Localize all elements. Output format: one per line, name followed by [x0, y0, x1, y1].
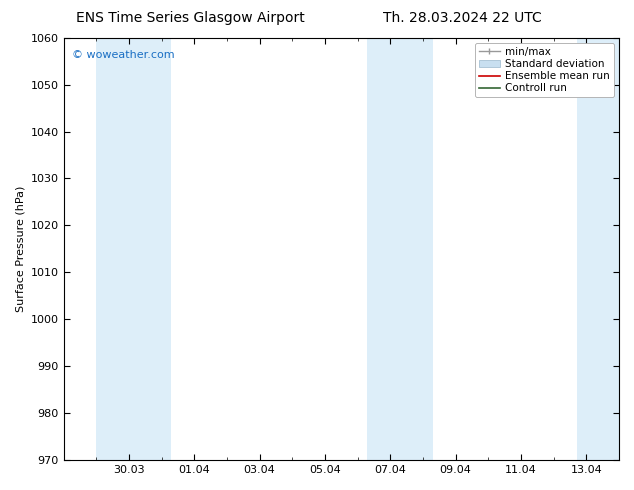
Legend: min/max, Standard deviation, Ensemble mean run, Controll run: min/max, Standard deviation, Ensemble me…	[475, 43, 614, 98]
Bar	[576, 38, 619, 460]
Bar	[368, 38, 433, 460]
Text: ENS Time Series Glasgow Airport: ENS Time Series Glasgow Airport	[76, 11, 304, 25]
Y-axis label: Surface Pressure (hPa): Surface Pressure (hPa)	[15, 186, 25, 312]
Text: Th. 28.03.2024 22 UTC: Th. 28.03.2024 22 UTC	[384, 11, 542, 25]
Bar	[96, 38, 171, 460]
Text: © woweather.com: © woweather.com	[72, 50, 174, 60]
